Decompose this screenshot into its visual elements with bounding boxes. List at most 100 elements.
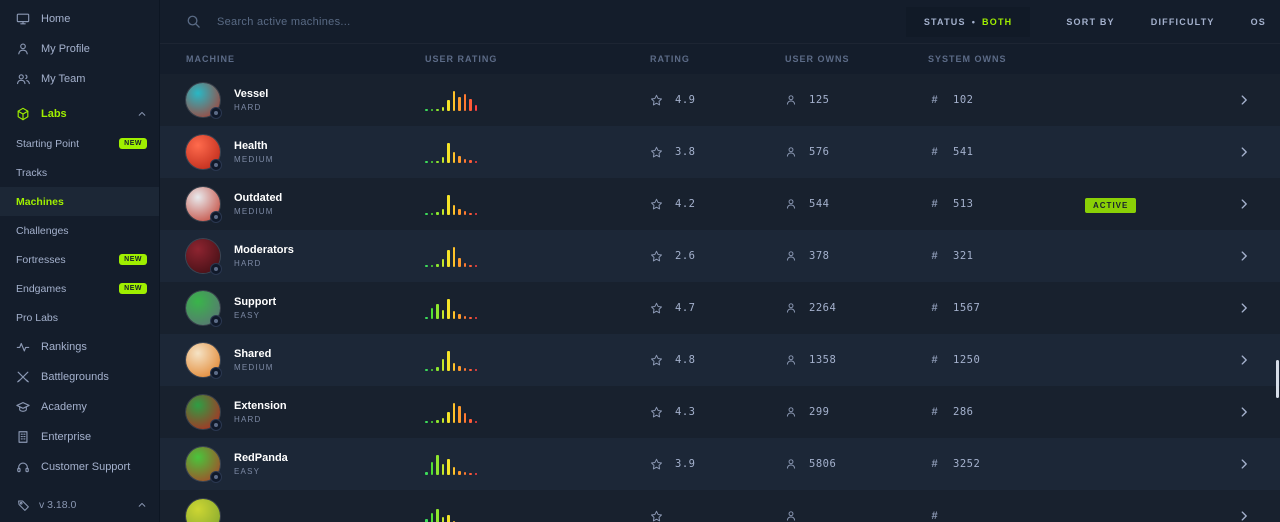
table-row[interactable]: Vessel HARD 4.9 125 # 102 <box>160 74 1280 126</box>
rating-bar <box>436 304 439 319</box>
machine-difficulty: HARD <box>234 103 262 112</box>
rating-bar <box>425 213 428 215</box>
rating-bar <box>430 265 433 267</box>
rating-value: 4.3 <box>675 406 696 418</box>
table-row[interactable]: RedPanda EASY 3.9 5806 # 3252 <box>160 438 1280 490</box>
rating-bar <box>458 209 461 215</box>
rating-value: 4.7 <box>675 302 696 314</box>
table-row[interactable]: Shared MEDIUM 4.8 1358 # 1250 <box>160 334 1280 386</box>
rating-bar <box>441 157 444 163</box>
sidebar-item-tracks[interactable]: Tracks <box>0 158 159 187</box>
sidebar-item-fortresses[interactable]: Fortresses NEW <box>0 245 159 274</box>
table-row[interactable]: # <box>160 490 1280 522</box>
rating-bar <box>447 299 450 319</box>
sidebar-item-label: Tracks <box>16 166 48 179</box>
chevron-right-icon[interactable] <box>1237 457 1251 471</box>
rating-bar <box>458 314 461 319</box>
sidebar-item-customer-support[interactable]: Customer Support <box>0 452 159 482</box>
rating-bar <box>469 317 472 319</box>
sidebar-item-starting-point[interactable]: Starting Point NEW <box>0 129 159 158</box>
rating-bar <box>463 413 466 423</box>
machine-difficulty: MEDIUM <box>234 155 274 164</box>
rating-value: 2.6 <box>675 250 696 262</box>
sidebar-item-home[interactable]: Home <box>0 4 159 34</box>
sidebar-item-my-team[interactable]: My Team <box>0 64 159 94</box>
column-header-rating: RATING <box>650 54 690 64</box>
status-filter-button[interactable]: STATUS • BOTH <box>905 6 1031 37</box>
chevron-right-icon[interactable] <box>1237 93 1251 107</box>
rankings-icon <box>16 340 30 354</box>
sidebar-item-challenges[interactable]: Challenges <box>0 216 159 245</box>
chevron-right-icon[interactable] <box>1237 197 1251 211</box>
rating-bar <box>469 473 472 475</box>
rating-value: 4.2 <box>675 198 696 210</box>
rating-bar <box>463 472 466 475</box>
scrollbar-thumb[interactable] <box>1276 360 1279 398</box>
table-row[interactable]: Moderators HARD 2.6 378 # 321 <box>160 230 1280 282</box>
sidebar-item-label: Fortresses <box>16 253 66 266</box>
hash-icon: # <box>931 250 938 262</box>
battlegrounds-icon <box>16 370 30 384</box>
chevron-right-icon[interactable] <box>1237 509 1251 522</box>
chevron-up-icon[interactable] <box>137 500 147 510</box>
sidebar-item-label: Enterprise <box>41 431 92 443</box>
machine-difficulty: MEDIUM <box>234 207 274 216</box>
hash-icon: # <box>931 510 938 522</box>
chevron-up-icon[interactable] <box>137 109 147 119</box>
os-badge-icon <box>210 211 222 223</box>
sidebar-item-endgames[interactable]: Endgames NEW <box>0 274 159 303</box>
table-row[interactable]: Health MEDIUM 3.8 576 # 541 <box>160 126 1280 178</box>
rating-bar <box>425 161 428 163</box>
hash-icon: # <box>931 198 938 210</box>
chevron-right-icon[interactable] <box>1237 353 1251 367</box>
table-row[interactable]: Outdated MEDIUM 4.2 544 # 513 ACTIVE <box>160 178 1280 230</box>
system-owns-value: 1250 <box>953 354 981 366</box>
new-badge: NEW <box>119 138 147 149</box>
os-filter-button[interactable]: OS <box>1250 16 1266 27</box>
sidebar-item-label: Endgames <box>16 282 67 295</box>
sidebar-item-labs[interactable]: Labs <box>0 99 159 129</box>
rating-bar <box>452 311 455 319</box>
sidebar-item-battlegrounds[interactable]: Battlegrounds <box>0 362 159 392</box>
rating-bar <box>447 412 450 423</box>
rating-value: 4.9 <box>675 94 696 106</box>
star-icon <box>650 198 663 211</box>
os-badge-icon <box>210 367 222 379</box>
rating-bar <box>452 362 455 371</box>
table-row[interactable]: Support EASY 4.7 2264 # 1567 <box>160 282 1280 334</box>
rating-bar <box>474 317 477 319</box>
search-input[interactable] <box>215 14 495 29</box>
sidebar-item-pro-labs[interactable]: Pro Labs <box>0 303 159 332</box>
sidebar-item-rankings[interactable]: Rankings <box>0 332 159 362</box>
headset-icon <box>16 460 30 474</box>
os-badge-icon <box>210 159 222 171</box>
sort-by-button[interactable]: SORT BY <box>1066 16 1115 27</box>
difficulty-filter-button[interactable]: DIFFICULTY <box>1150 16 1215 27</box>
search-box[interactable] <box>186 14 495 29</box>
new-badge: NEW <box>119 254 147 265</box>
sidebar-item-academy[interactable]: Academy <box>0 392 159 422</box>
column-header-user-owns: USER OWNS <box>785 54 850 64</box>
filter-bar: STATUS • BOTH SORT BY DIFFICULTY OS <box>905 6 1266 37</box>
sidebar-item-my-profile[interactable]: My Profile <box>0 34 159 64</box>
rating-bar <box>474 369 477 371</box>
rating-value: 3.9 <box>675 458 696 470</box>
rating-bar <box>463 158 466 163</box>
user-icon <box>785 302 797 314</box>
chevron-right-icon[interactable] <box>1237 301 1251 315</box>
chevron-right-icon[interactable] <box>1237 249 1251 263</box>
star-icon <box>650 458 663 471</box>
rating-bar <box>458 97 461 111</box>
sidebar-item-machines[interactable]: Machines <box>0 187 159 216</box>
sidebar-item-enterprise[interactable]: Enterprise <box>0 422 159 452</box>
table-row[interactable]: Extension HARD 4.3 299 # 286 <box>160 386 1280 438</box>
user-icon <box>785 406 797 418</box>
main-panel: STATUS • BOTH SORT BY DIFFICULTY OS MACH… <box>160 0 1280 522</box>
active-badge: ACTIVE <box>1085 198 1137 213</box>
chevron-right-icon[interactable] <box>1237 405 1251 419</box>
hash-icon: # <box>931 146 938 158</box>
sidebar-version[interactable]: v 3.18.0 <box>0 488 159 522</box>
chevron-right-icon[interactable] <box>1237 145 1251 159</box>
rating-bar <box>430 213 433 215</box>
topbar: STATUS • BOTH SORT BY DIFFICULTY OS <box>160 0 1280 44</box>
